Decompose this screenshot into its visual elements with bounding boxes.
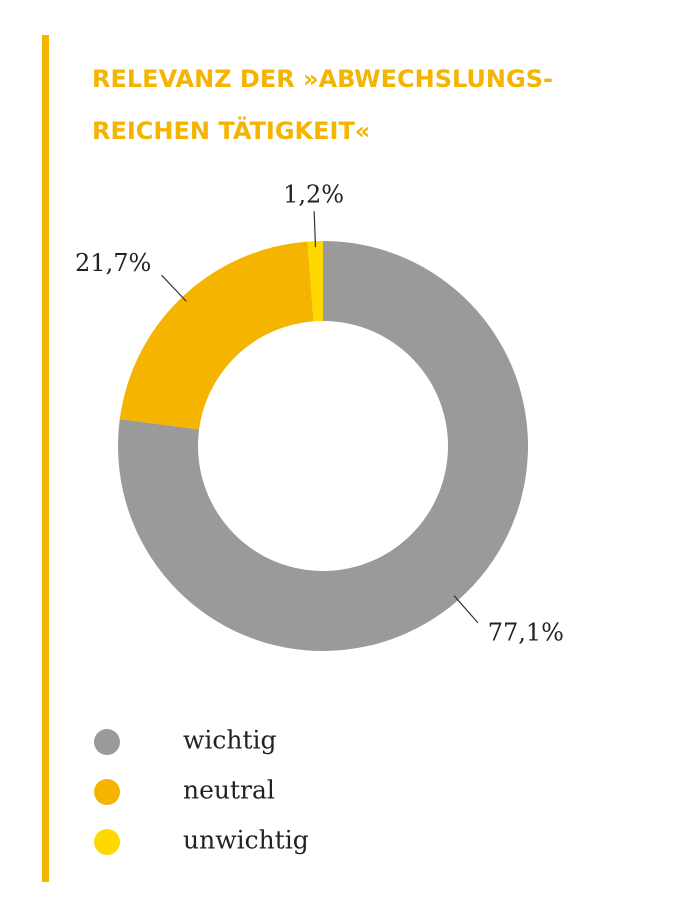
value-label: 1,2% — [283, 181, 344, 209]
legend-label: neutral — [183, 776, 275, 805]
legend-marker — [94, 779, 120, 805]
leader-line — [161, 274, 187, 302]
legend-marker — [94, 729, 120, 755]
donut-segment — [307, 241, 323, 322]
donut-segment — [117, 241, 528, 651]
value-label: 77,1% — [488, 619, 564, 647]
legend-marker — [94, 829, 120, 855]
legend-label: unwichtig — [183, 826, 309, 855]
leader-line — [453, 595, 479, 624]
value-label: 21,7% — [75, 249, 151, 277]
chart-title: RELEVANZ DER »ABWECHSLUNGS- — [92, 65, 553, 93]
legend-label: wichtig — [183, 726, 277, 755]
leader-line — [313, 211, 317, 248]
accent-bar — [42, 35, 49, 882]
donut-segment — [119, 241, 314, 430]
chart-title: REICHEN TÄTIGKEIT« — [92, 116, 370, 145]
